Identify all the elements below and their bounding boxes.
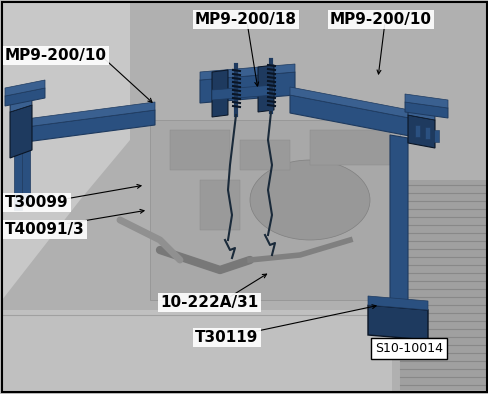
Polygon shape xyxy=(289,95,419,138)
Polygon shape xyxy=(212,85,273,100)
Polygon shape xyxy=(10,97,32,112)
Polygon shape xyxy=(404,102,447,118)
Polygon shape xyxy=(367,305,427,340)
Polygon shape xyxy=(404,94,447,108)
Bar xyxy=(399,180,486,390)
Polygon shape xyxy=(5,80,45,96)
Polygon shape xyxy=(200,64,294,80)
Polygon shape xyxy=(212,70,227,117)
Polygon shape xyxy=(407,107,434,120)
Text: MP9-200/10: MP9-200/10 xyxy=(5,48,107,63)
Bar xyxy=(2,310,391,392)
Bar xyxy=(424,127,429,139)
Polygon shape xyxy=(200,72,294,103)
Polygon shape xyxy=(407,115,434,148)
Bar xyxy=(414,125,419,137)
Bar xyxy=(433,130,438,142)
Bar xyxy=(309,130,389,165)
Bar xyxy=(240,140,289,170)
Polygon shape xyxy=(367,296,427,310)
Text: MP9-200/18: MP9-200/18 xyxy=(195,12,296,27)
Bar xyxy=(170,130,229,170)
Text: T30119: T30119 xyxy=(195,330,258,345)
Polygon shape xyxy=(18,102,155,128)
Polygon shape xyxy=(18,110,155,143)
Text: T30099: T30099 xyxy=(5,195,68,210)
Ellipse shape xyxy=(249,160,369,240)
Polygon shape xyxy=(22,147,30,205)
Bar xyxy=(200,180,240,230)
Text: S10-10014: S10-10014 xyxy=(374,342,442,355)
Polygon shape xyxy=(258,65,273,112)
Text: MP9-200/10: MP9-200/10 xyxy=(329,12,431,27)
Polygon shape xyxy=(10,105,32,158)
Polygon shape xyxy=(5,88,45,106)
Polygon shape xyxy=(289,87,419,120)
Polygon shape xyxy=(389,135,407,310)
Bar xyxy=(150,120,399,300)
Polygon shape xyxy=(14,150,22,210)
Text: 10-222A/31: 10-222A/31 xyxy=(160,295,258,310)
Text: T40091/3: T40091/3 xyxy=(5,222,84,237)
Polygon shape xyxy=(2,2,130,300)
